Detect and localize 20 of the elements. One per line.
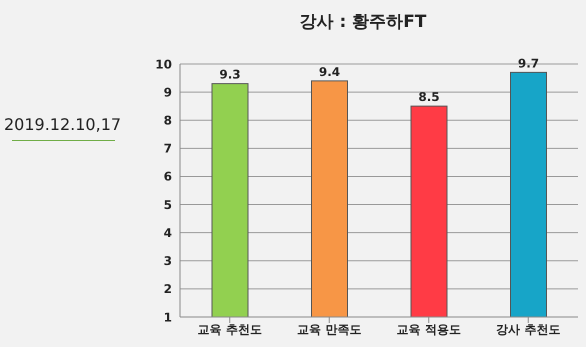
x-tick-label: 교육 만족도 [297, 322, 362, 337]
y-tick-label: 9 [164, 85, 172, 100]
y-tick-label: 6 [164, 170, 172, 184]
x-tick-label: 교육 추천도 [198, 322, 262, 337]
y-tick-label: 10 [155, 57, 172, 72]
text: 2019.12.10,17 [4, 115, 122, 134]
data-label: 9.7 [518, 56, 540, 70]
y-tick-label: 8 [164, 113, 172, 128]
chart-title: 강사 : 황주하FT [298, 11, 428, 33]
y-tick-label: 5 [164, 198, 172, 212]
y-tick-label: 2 [164, 282, 172, 296]
y-tick-label: 4 [164, 226, 172, 240]
y-tick-label: 1 [164, 310, 172, 324]
x-tick-label: 교육 적용도 [396, 322, 461, 337]
y-tick-label: 3 [164, 254, 172, 268]
y-tick-label: 7 [164, 142, 172, 156]
data-label: 8.5 [418, 90, 440, 104]
data-label: 9.3 [219, 68, 241, 82]
x-tick-label: 강사 추천도 [496, 322, 560, 337]
data-label: 9.4 [318, 64, 340, 79]
